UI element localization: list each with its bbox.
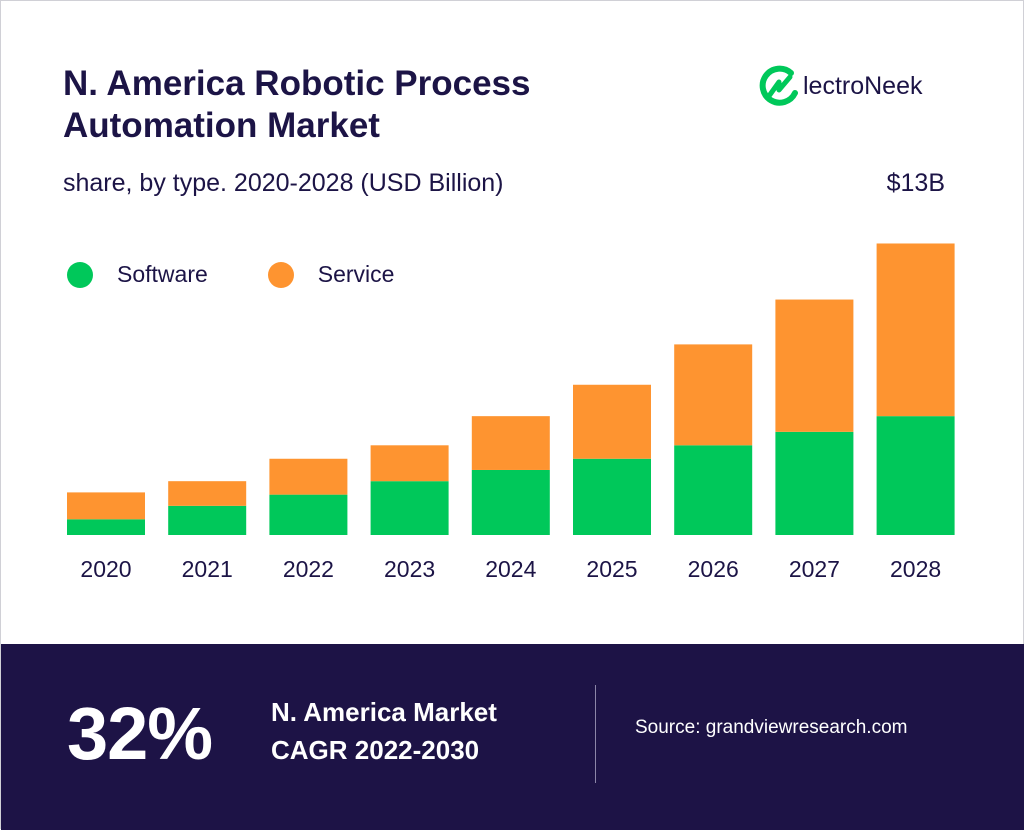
bar-service-2024 bbox=[471, 416, 550, 470]
legend-label-service: Service bbox=[317, 261, 395, 287]
x-tick-label-2028: 2028 bbox=[890, 556, 941, 582]
cagr-value: 32% bbox=[67, 692, 213, 775]
service-swatch bbox=[267, 261, 294, 288]
footer-banner bbox=[1, 644, 1024, 830]
logo-mark-icon bbox=[759, 65, 798, 106]
cagr-label-line-2: CAGR 2022-2030 bbox=[271, 735, 480, 765]
bar-service-2028 bbox=[876, 243, 955, 417]
x-tick-label-2023: 2023 bbox=[384, 556, 435, 582]
software-swatch bbox=[67, 261, 93, 288]
x-tick-label-2024: 2024 bbox=[485, 556, 536, 582]
bar-software-2021 bbox=[168, 505, 247, 535]
legend-item-software: Software bbox=[67, 261, 208, 288]
stacked-bar-chart: 2020 2021 2022 2023 2024 2025 2026 2027 2028 bbox=[67, 243, 955, 582]
bar-software-2028 bbox=[876, 416, 955, 535]
legend-item-service: Service bbox=[267, 261, 395, 288]
bar-service-2021 bbox=[168, 481, 247, 506]
bar-software-2022 bbox=[269, 494, 348, 535]
chart-legend: Software Service bbox=[67, 261, 454, 288]
bar-software-2023 bbox=[370, 481, 449, 535]
title-line-2: Automation Market bbox=[63, 106, 380, 145]
bar-service-2020 bbox=[67, 492, 145, 520]
logo-text: lectroNeek bbox=[803, 71, 923, 100]
title-line-1: N. America Robotic Process bbox=[63, 64, 531, 103]
footer-divider bbox=[595, 685, 596, 783]
bar-service-2025 bbox=[573, 384, 651, 459]
bar-software-2020 bbox=[67, 519, 145, 535]
x-tick-label-2027: 2027 bbox=[789, 556, 840, 582]
bar-software-2027 bbox=[775, 431, 854, 535]
page-title: N. America Robotic Process Automation Ma… bbox=[63, 63, 683, 147]
total-value-label: $13B bbox=[886, 169, 945, 197]
bar-service-2027 bbox=[775, 299, 854, 432]
cagr-label-line-1: N. America Market bbox=[271, 697, 497, 727]
bar-service-2022 bbox=[269, 458, 348, 495]
x-tick-label-2026: 2026 bbox=[688, 556, 739, 582]
cagr-label: N. America Market CAGR 2022-2030 bbox=[271, 693, 571, 769]
legend-label-software: Software bbox=[117, 261, 208, 287]
x-tick-label-2020: 2020 bbox=[80, 556, 131, 582]
bar-software-2026 bbox=[674, 445, 753, 535]
x-tick-label-2022: 2022 bbox=[283, 556, 334, 582]
electroneek-logo: lectroNeek bbox=[757, 63, 923, 109]
bar-service-2023 bbox=[370, 445, 449, 482]
bar-software-2025 bbox=[573, 458, 651, 535]
bar-software-2024 bbox=[471, 469, 550, 535]
bar-service-2026 bbox=[674, 344, 753, 446]
source-credit: Source: grandviewresearch.com bbox=[635, 717, 908, 738]
x-tick-label-2025: 2025 bbox=[586, 556, 637, 582]
x-tick-label-2021: 2021 bbox=[182, 556, 233, 582]
chart-subtitle: share, by type. 2020-2028 (USD Billion) bbox=[63, 169, 504, 197]
